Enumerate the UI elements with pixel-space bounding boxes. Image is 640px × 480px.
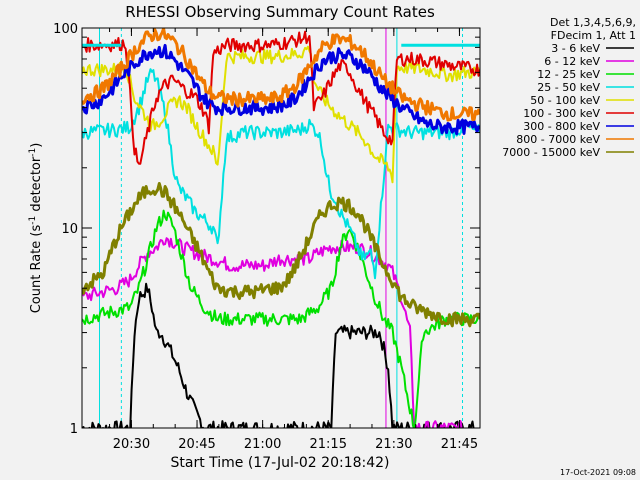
legend-label-7: 800 - 7000 keV <box>516 133 600 146</box>
series-group <box>82 28 480 428</box>
legend-label-4: 50 - 100 keV <box>530 94 600 107</box>
plot-area <box>82 28 480 428</box>
legend-header-line-1: Det 1,3,4,5,6,9, <box>550 16 636 29</box>
legend-label-0: 3 - 6 keV <box>551 42 600 55</box>
legend: Det 1,3,4,5,6,9, FDecim 1, Att 1 3 - 6 k… <box>502 16 636 159</box>
series-line-0 <box>82 282 480 428</box>
legend-label-3: 25 - 50 keV <box>537 81 600 94</box>
y-tick-label-2: 100 <box>53 22 78 37</box>
legend-label-5: 100 - 300 keV <box>523 107 600 120</box>
legend-label-6: 300 - 800 keV <box>523 120 600 133</box>
x-tick-label-1: 20:45 <box>178 437 215 452</box>
series-line-1 <box>82 237 480 428</box>
x-tick-label-2: 21:00 <box>244 437 281 452</box>
series-line-2 <box>82 209 480 428</box>
legend-label-8: 7000 - 15000 keV <box>502 146 600 159</box>
x-tick-label-4: 21:30 <box>375 437 412 452</box>
series-line-7 <box>82 28 480 122</box>
series-line-8 <box>82 182 480 328</box>
y-tick-label-1: 10 <box>61 222 78 237</box>
series-line-3 <box>82 68 480 280</box>
legend-label-2: 12 - 25 keV <box>537 68 600 81</box>
series-line-5 <box>82 30 480 165</box>
y-tick-label-0: 1 <box>70 422 78 437</box>
x-tick-label-0: 20:30 <box>113 437 150 452</box>
legend-header-line-2: FDecim 1, Att 1 <box>551 29 636 42</box>
chart-title: RHESSI Observing Summary Count Rates <box>125 3 435 21</box>
x-axis-label: Start Time (17-Jul-02 20:18:42) <box>170 455 389 471</box>
x-tick-label-5: 21:45 <box>441 437 478 452</box>
axes: 1 10 100 20:30 20:45 21:00 21:15 21:30 21:45 <box>53 22 481 452</box>
series-line-6 <box>82 43 480 136</box>
x-tick-label-3: 21:15 <box>310 437 347 452</box>
y-axis-label: Count Rate (s-1 detector-1) <box>28 143 44 314</box>
generated-timestamp: 17-Oct-2021 09:08 <box>560 468 636 477</box>
legend-label-1: 6 - 12 keV <box>544 55 600 68</box>
